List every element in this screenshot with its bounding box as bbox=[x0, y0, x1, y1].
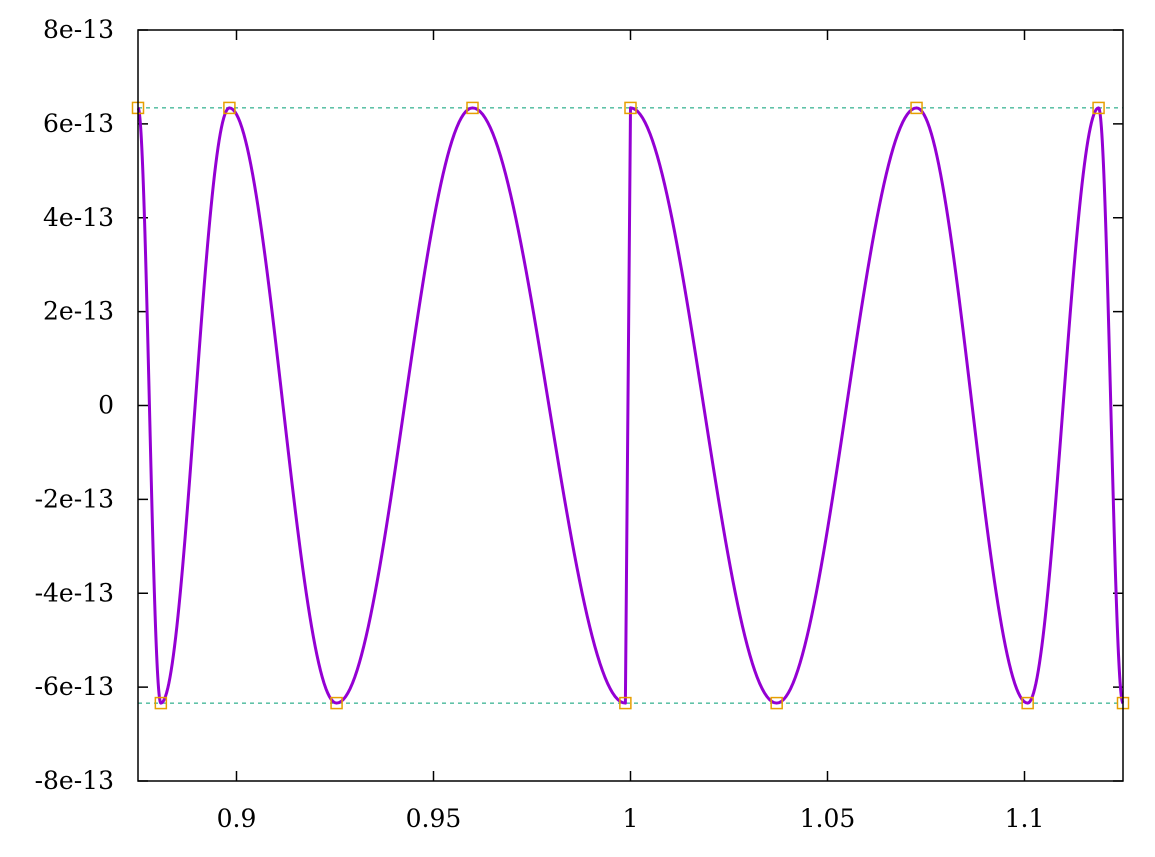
y-tick-label: -8e-13 bbox=[35, 766, 114, 795]
y-tick-label: 8e-13 bbox=[43, 15, 114, 44]
y-tick-label: 6e-13 bbox=[43, 109, 114, 138]
error-curve bbox=[136, 106, 1125, 705]
y-tick-label: -6e-13 bbox=[35, 672, 114, 701]
extremum-marker bbox=[223, 101, 236, 115]
extremum-marker bbox=[624, 101, 637, 115]
x-tick-label: 0.95 bbox=[406, 804, 462, 833]
extremum-marker bbox=[330, 696, 343, 710]
y-tick-label: 4e-13 bbox=[43, 203, 114, 232]
y-tick-label: 0 bbox=[98, 391, 114, 420]
extremum-marker bbox=[619, 696, 632, 710]
y-tick-label: -4e-13 bbox=[35, 578, 114, 607]
x-tick-label: 1.1 bbox=[1005, 804, 1045, 833]
extremum-marker bbox=[910, 101, 923, 115]
extremum-marker bbox=[1092, 101, 1105, 115]
plot-frame bbox=[137, 29, 1124, 782]
y-tick-label: 2e-13 bbox=[43, 297, 114, 326]
x-tick-label: 1.05 bbox=[800, 804, 856, 833]
extremum-marker bbox=[154, 696, 168, 710]
y-tick-label: -2e-13 bbox=[35, 484, 114, 513]
x-tick-label: 0.9 bbox=[217, 804, 257, 833]
x-tick-label: 1 bbox=[623, 804, 639, 833]
extremum-marker bbox=[466, 101, 479, 115]
extremum-marker bbox=[770, 696, 783, 710]
extremum-marker bbox=[1021, 696, 1034, 710]
